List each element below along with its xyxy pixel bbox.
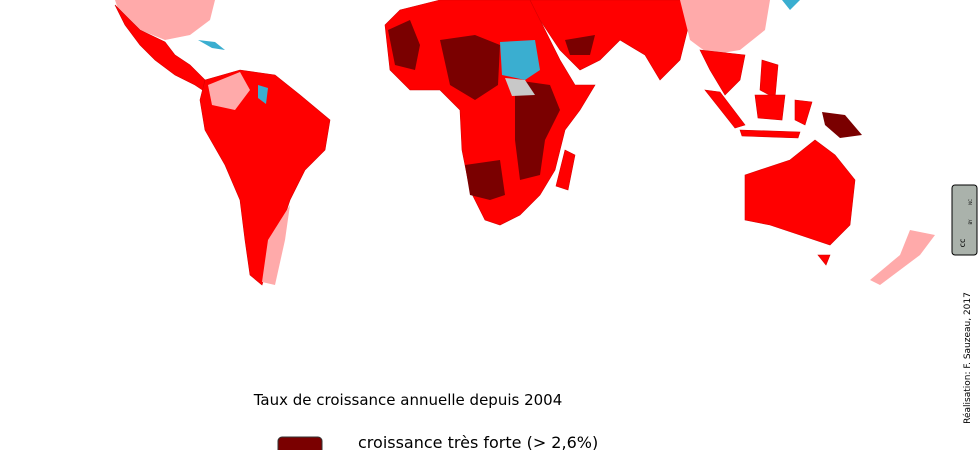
credit: Réalisation: F. Sauzeau, 2017 [962,292,973,424]
nc-label: NC [968,199,973,205]
yemen [565,35,595,55]
badge-frame [951,184,978,256]
venezuela [208,72,250,110]
license-badge: cc BY NC [951,184,978,256]
new-zealand [870,230,935,285]
legend-swatch [277,436,323,450]
sudan [500,40,540,80]
by-label: BY [968,219,973,225]
cc-icon: cc [958,239,967,248]
tasmania [817,254,831,266]
japan [782,0,800,10]
sulawesi [794,99,813,126]
australia [744,139,856,246]
southeast-asia [699,49,746,96]
southern-africa [465,160,505,200]
papua [822,112,862,138]
argentina-south [262,205,290,285]
java [739,129,801,139]
china [680,0,770,55]
world-map [114,0,935,286]
guyana [258,85,268,104]
legend: croissance très forte (> 2,6%) [277,433,598,450]
south-sudan [505,78,535,96]
borneo [754,94,786,121]
legend-label: croissance très forte (> 2,6%) [358,433,598,450]
philippines [759,59,779,99]
legend-title: Taux de croissance annuelle depuis 2004 [253,391,563,409]
cuba [198,40,225,50]
east-africa [515,80,560,180]
sahel-west [388,20,420,70]
sumatra [704,89,746,129]
sahel-central [440,35,500,100]
madagascar [555,149,576,191]
